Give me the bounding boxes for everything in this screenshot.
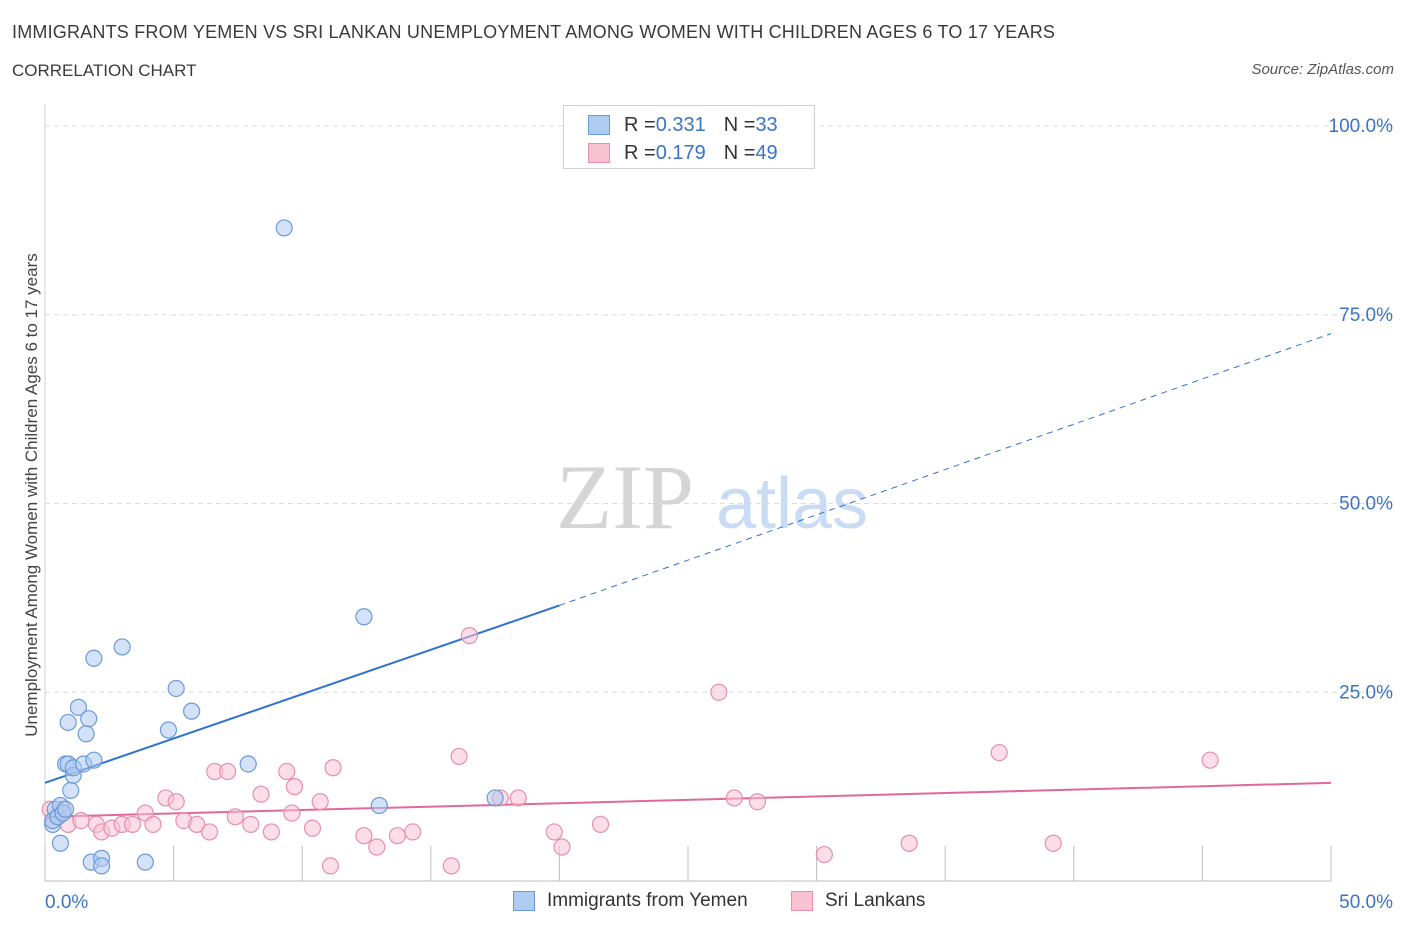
legend-n-value: 33 xyxy=(755,113,778,136)
point-srilanka xyxy=(591,815,610,833)
chart-title: IMMIGRANTS FROM YEMEN VS SRI LANKAN UNEM… xyxy=(12,22,1056,42)
point-yemen xyxy=(167,679,185,698)
point-srilanka xyxy=(725,789,743,807)
legend-n-value: 49 xyxy=(755,141,778,164)
point-srilanka xyxy=(278,762,296,781)
point-yemen xyxy=(85,751,103,769)
point-srilanka xyxy=(252,785,270,803)
bottom-legend-label-srilanka: Sri Lankans xyxy=(825,890,926,911)
point-srilanka xyxy=(188,815,206,833)
point-yemen xyxy=(62,781,80,800)
point-yemen xyxy=(77,725,95,743)
point-srilanka xyxy=(460,627,478,645)
gridlines xyxy=(45,125,1391,693)
trend-line-yemen xyxy=(44,604,560,784)
bottom-legend-srilanka: Sri Lankans xyxy=(791,888,925,914)
point-srilanka xyxy=(321,857,340,875)
point-yemen xyxy=(136,853,154,871)
point-srilanka xyxy=(900,834,918,852)
trend-lines xyxy=(44,333,1332,818)
axes xyxy=(44,104,1332,882)
watermark-atlas: atlas xyxy=(716,464,868,544)
point-srilanka xyxy=(509,789,527,807)
point-srilanka xyxy=(388,827,406,845)
point-yemen xyxy=(370,796,388,815)
legend-n-label: N = xyxy=(723,113,756,136)
chart-subtitle: CORRELATION CHART xyxy=(12,61,197,80)
point-srilanka xyxy=(553,838,571,856)
point-srilanka xyxy=(303,819,322,837)
y-tick-label: 100.0% xyxy=(1329,116,1394,137)
legend-row-srilanka: R = 0.179 N = 49 xyxy=(588,141,778,165)
point-srilanka xyxy=(1044,834,1062,852)
point-srilanka xyxy=(123,815,142,833)
correlation-legend: R = 0.331 N = 33 R = 0.179 N = 49 xyxy=(563,105,815,169)
point-yemen xyxy=(51,834,70,852)
legend-r-value: 0.179 xyxy=(655,141,706,164)
point-yemen xyxy=(275,219,293,237)
point-yemen xyxy=(80,710,98,728)
chart-source: Source: ZipAtlas.com xyxy=(1251,61,1394,78)
bottom-legend-label-yemen: Immigrants from Yemen xyxy=(547,890,748,911)
point-srilanka xyxy=(219,762,237,781)
point-srilanka xyxy=(242,815,260,833)
legend-row-yemen: R = 0.331 N = 33 xyxy=(588,113,778,137)
point-yemen xyxy=(239,755,257,773)
point-yemen xyxy=(59,713,77,732)
y-axis-label: Unemployment Among Women with Children A… xyxy=(22,253,41,737)
point-yemen xyxy=(486,789,504,807)
point-srilanka xyxy=(450,747,468,766)
legend-swatch-srilanka xyxy=(588,143,610,163)
point-srilanka xyxy=(545,823,563,841)
bottom-legend-swatch-srilanka xyxy=(791,891,813,911)
point-yemen xyxy=(355,608,373,626)
point-srilanka xyxy=(1201,751,1219,769)
trend-line-srilanka xyxy=(44,781,1332,818)
y-tick-label: 50.0% xyxy=(1339,494,1393,515)
legend-swatch-yemen xyxy=(588,115,610,135)
point-yemen xyxy=(183,702,201,720)
point-yemen xyxy=(92,857,111,875)
point-yemen xyxy=(113,638,131,656)
legend-n-label: N = xyxy=(723,141,756,164)
legend-r-label: R = xyxy=(624,113,656,136)
point-srilanka xyxy=(226,808,244,826)
trend-line-yemen-extension xyxy=(559,333,1332,606)
watermark-zip: ZIP xyxy=(556,446,694,548)
x-tick-label: 50.0% xyxy=(1339,892,1393,913)
point-srilanka xyxy=(144,815,162,833)
point-srilanka xyxy=(404,823,422,841)
point-srilanka xyxy=(815,845,833,864)
point-yemen xyxy=(56,800,75,818)
legend-r-value: 0.331 xyxy=(655,113,706,136)
point-srilanka xyxy=(990,744,1008,762)
point-srilanka xyxy=(442,857,460,875)
tick-labels: 100.0% 75.0% 50.0% 25.0% 0.0% 50.0% xyxy=(45,116,1393,913)
y-tick-label: 25.0% xyxy=(1339,682,1393,703)
y-tick-label: 75.0% xyxy=(1339,305,1393,326)
point-srilanka xyxy=(311,793,329,811)
point-yemen xyxy=(69,698,88,716)
bottom-legend-swatch-yemen xyxy=(513,891,535,911)
point-srilanka xyxy=(368,838,386,856)
point-srilanka xyxy=(285,778,304,796)
point-srilanka xyxy=(710,683,728,701)
x-tick-label: 0.0% xyxy=(45,892,88,913)
point-yemen xyxy=(159,721,178,739)
legend-r-label: R = xyxy=(624,141,656,164)
data-points xyxy=(41,219,1219,875)
point-srilanka xyxy=(748,793,767,811)
point-srilanka xyxy=(167,793,185,811)
point-srilanka xyxy=(355,827,373,845)
bottom-legend-yemen: Immigrants from Yemen xyxy=(513,888,748,914)
point-srilanka xyxy=(72,811,90,830)
point-srilanka xyxy=(201,823,219,841)
point-srilanka xyxy=(262,823,280,841)
point-srilanka xyxy=(283,804,301,822)
point-yemen xyxy=(85,649,103,667)
point-srilanka xyxy=(324,759,342,777)
